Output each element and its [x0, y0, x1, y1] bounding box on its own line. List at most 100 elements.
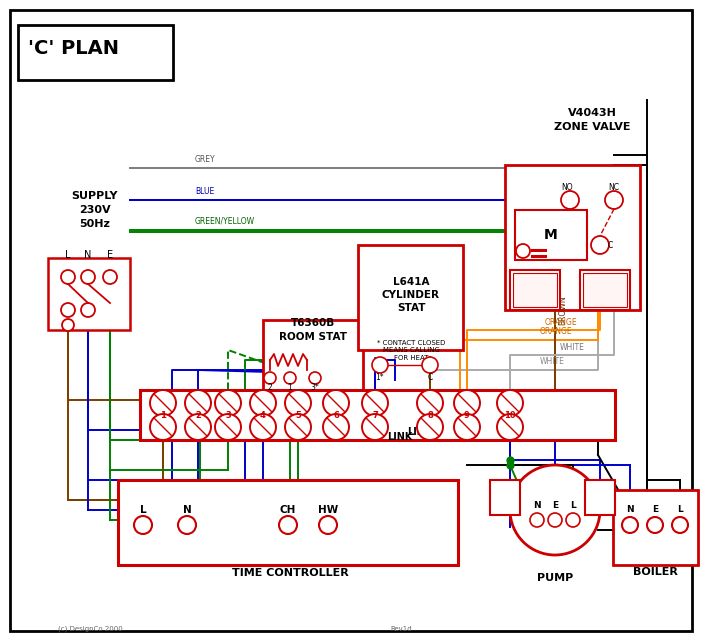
Circle shape	[178, 516, 196, 534]
Circle shape	[454, 390, 480, 416]
Circle shape	[81, 303, 95, 317]
Text: 8: 8	[427, 410, 433, 419]
Circle shape	[185, 390, 211, 416]
Circle shape	[591, 236, 609, 254]
Bar	[18, 25, 173, 80]
Bar	[515, 210, 587, 260]
Circle shape	[622, 517, 638, 533]
Text: Rev1d: Rev1d	[390, 626, 411, 632]
Text: GREY: GREY	[195, 155, 216, 164]
Text: 1: 1	[160, 410, 166, 419]
Text: L: L	[65, 250, 71, 260]
Text: WHITE: WHITE	[540, 357, 565, 366]
Bar	[505, 165, 640, 310]
Bar	[490, 480, 520, 515]
Text: 3: 3	[225, 410, 231, 419]
Circle shape	[323, 414, 349, 440]
Text: L: L	[677, 506, 683, 515]
Circle shape	[279, 516, 297, 534]
Text: WHITE: WHITE	[560, 343, 585, 352]
Circle shape	[362, 390, 388, 416]
Text: 9: 9	[464, 410, 470, 419]
Circle shape	[510, 465, 600, 555]
Text: (c) DesignCo 2000: (c) DesignCo 2000	[58, 626, 123, 633]
Circle shape	[250, 414, 276, 440]
Text: ORANGE: ORANGE	[540, 327, 573, 336]
Circle shape	[309, 372, 321, 384]
Circle shape	[150, 414, 176, 440]
Circle shape	[561, 191, 579, 209]
Circle shape	[497, 414, 523, 440]
Circle shape	[548, 513, 562, 527]
Circle shape	[566, 513, 580, 527]
Text: N: N	[626, 506, 634, 515]
Circle shape	[61, 270, 75, 284]
Circle shape	[647, 517, 663, 533]
Text: 5: 5	[295, 410, 301, 419]
Circle shape	[319, 516, 337, 534]
Circle shape	[185, 414, 211, 440]
Text: 10: 10	[504, 410, 516, 419]
Text: GREEN/YELLOW: GREEN/YELLOW	[195, 217, 255, 226]
Circle shape	[417, 390, 443, 416]
Text: CH: CH	[280, 505, 296, 515]
Circle shape	[362, 414, 388, 440]
Circle shape	[62, 319, 74, 331]
Text: PUMP: PUMP	[537, 573, 573, 583]
Circle shape	[61, 303, 75, 317]
Text: BROWN: BROWN	[558, 296, 567, 325]
Text: T6360B
ROOM STAT: T6360B ROOM STAT	[279, 319, 347, 342]
Text: L641A
CYLINDER
STAT: L641A CYLINDER STAT	[382, 277, 440, 313]
Text: BOILER: BOILER	[633, 567, 677, 577]
Circle shape	[372, 357, 388, 373]
Text: LINK: LINK	[407, 427, 432, 437]
Circle shape	[134, 516, 152, 534]
Circle shape	[284, 372, 296, 384]
Circle shape	[605, 191, 623, 209]
Circle shape	[516, 244, 530, 258]
Text: 4: 4	[260, 410, 266, 419]
Text: C: C	[608, 241, 614, 250]
Circle shape	[454, 414, 480, 440]
Text: 7: 7	[372, 410, 378, 419]
Text: 1: 1	[288, 383, 292, 392]
Text: M: M	[544, 228, 558, 242]
Text: 2: 2	[195, 410, 201, 419]
Circle shape	[150, 390, 176, 416]
Circle shape	[285, 390, 311, 416]
Text: E: E	[107, 250, 113, 260]
Text: E: E	[552, 501, 558, 510]
Text: 3*: 3*	[310, 383, 319, 392]
Bar	[583, 273, 627, 307]
Circle shape	[497, 390, 523, 416]
Circle shape	[81, 270, 95, 284]
Circle shape	[417, 414, 443, 440]
Text: 'C' PLAN: 'C' PLAN	[28, 38, 119, 58]
Text: L: L	[140, 505, 146, 515]
Bar	[118, 480, 458, 565]
Circle shape	[250, 390, 276, 416]
Circle shape	[215, 414, 241, 440]
Text: N: N	[183, 505, 192, 515]
Text: * CONTACT CLOSED
MEANS CALLING
FOR HEAT: * CONTACT CLOSED MEANS CALLING FOR HEAT	[377, 340, 445, 361]
Circle shape	[264, 372, 276, 384]
Circle shape	[422, 357, 438, 373]
Circle shape	[323, 390, 349, 416]
Circle shape	[215, 390, 241, 416]
Bar	[510, 270, 560, 310]
Bar	[580, 270, 630, 310]
Circle shape	[103, 270, 117, 284]
Text: N: N	[534, 501, 541, 510]
Bar	[585, 480, 615, 515]
Text: 2: 2	[267, 383, 272, 392]
Circle shape	[672, 517, 688, 533]
Text: TIME CONTROLLER: TIME CONTROLLER	[232, 568, 348, 578]
Text: ORANGE: ORANGE	[545, 318, 578, 327]
Text: LINK: LINK	[388, 432, 413, 442]
Text: L: L	[570, 501, 576, 510]
Text: NO: NO	[561, 183, 573, 192]
Bar	[263, 320, 363, 390]
Bar	[358, 245, 463, 350]
Bar	[513, 273, 557, 307]
Text: 1*: 1*	[376, 374, 384, 383]
